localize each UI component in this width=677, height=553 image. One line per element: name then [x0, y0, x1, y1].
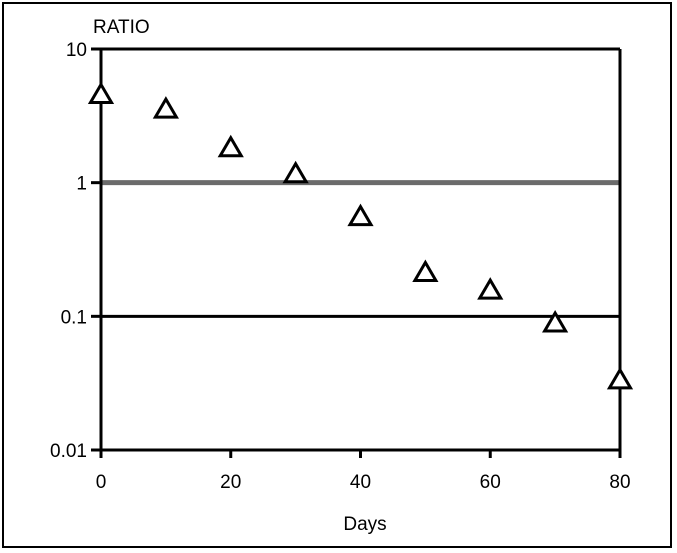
ticks: 10 1 0.1 0.01 0 20 40 60 80: [50, 40, 631, 493]
data-point-triangle: [412, 259, 439, 282]
x-tick-label: 80: [609, 472, 630, 493]
chart-frame: [2, 2, 672, 548]
x-tick-label: 0: [96, 472, 107, 493]
data-point-triangle: [87, 81, 115, 105]
y-tick-label: 0.1: [61, 307, 87, 328]
data-point-triangle: [606, 366, 634, 390]
data-point-triangle: [282, 160, 309, 184]
y-tick-label: 10: [66, 40, 87, 61]
data-point-triangle: [217, 134, 244, 158]
axes: [99, 47, 622, 452]
data-point-triangle: [477, 277, 504, 300]
y-tick-label: 1: [76, 174, 87, 195]
data-points: [87, 81, 634, 390]
x-axis-title: Days: [343, 514, 386, 535]
reference-lines: [101, 180, 620, 318]
y-tick-label: 0.01: [50, 441, 87, 462]
x-tick-label: 40: [350, 472, 371, 493]
y-axis-title: RATIO: [93, 17, 150, 38]
data-point-triangle: [542, 309, 569, 333]
data-point-triangle: [152, 96, 179, 119]
x-tick-label: 60: [480, 472, 501, 493]
data-point-triangle: [347, 203, 374, 227]
x-tick-label: 20: [220, 472, 241, 493]
